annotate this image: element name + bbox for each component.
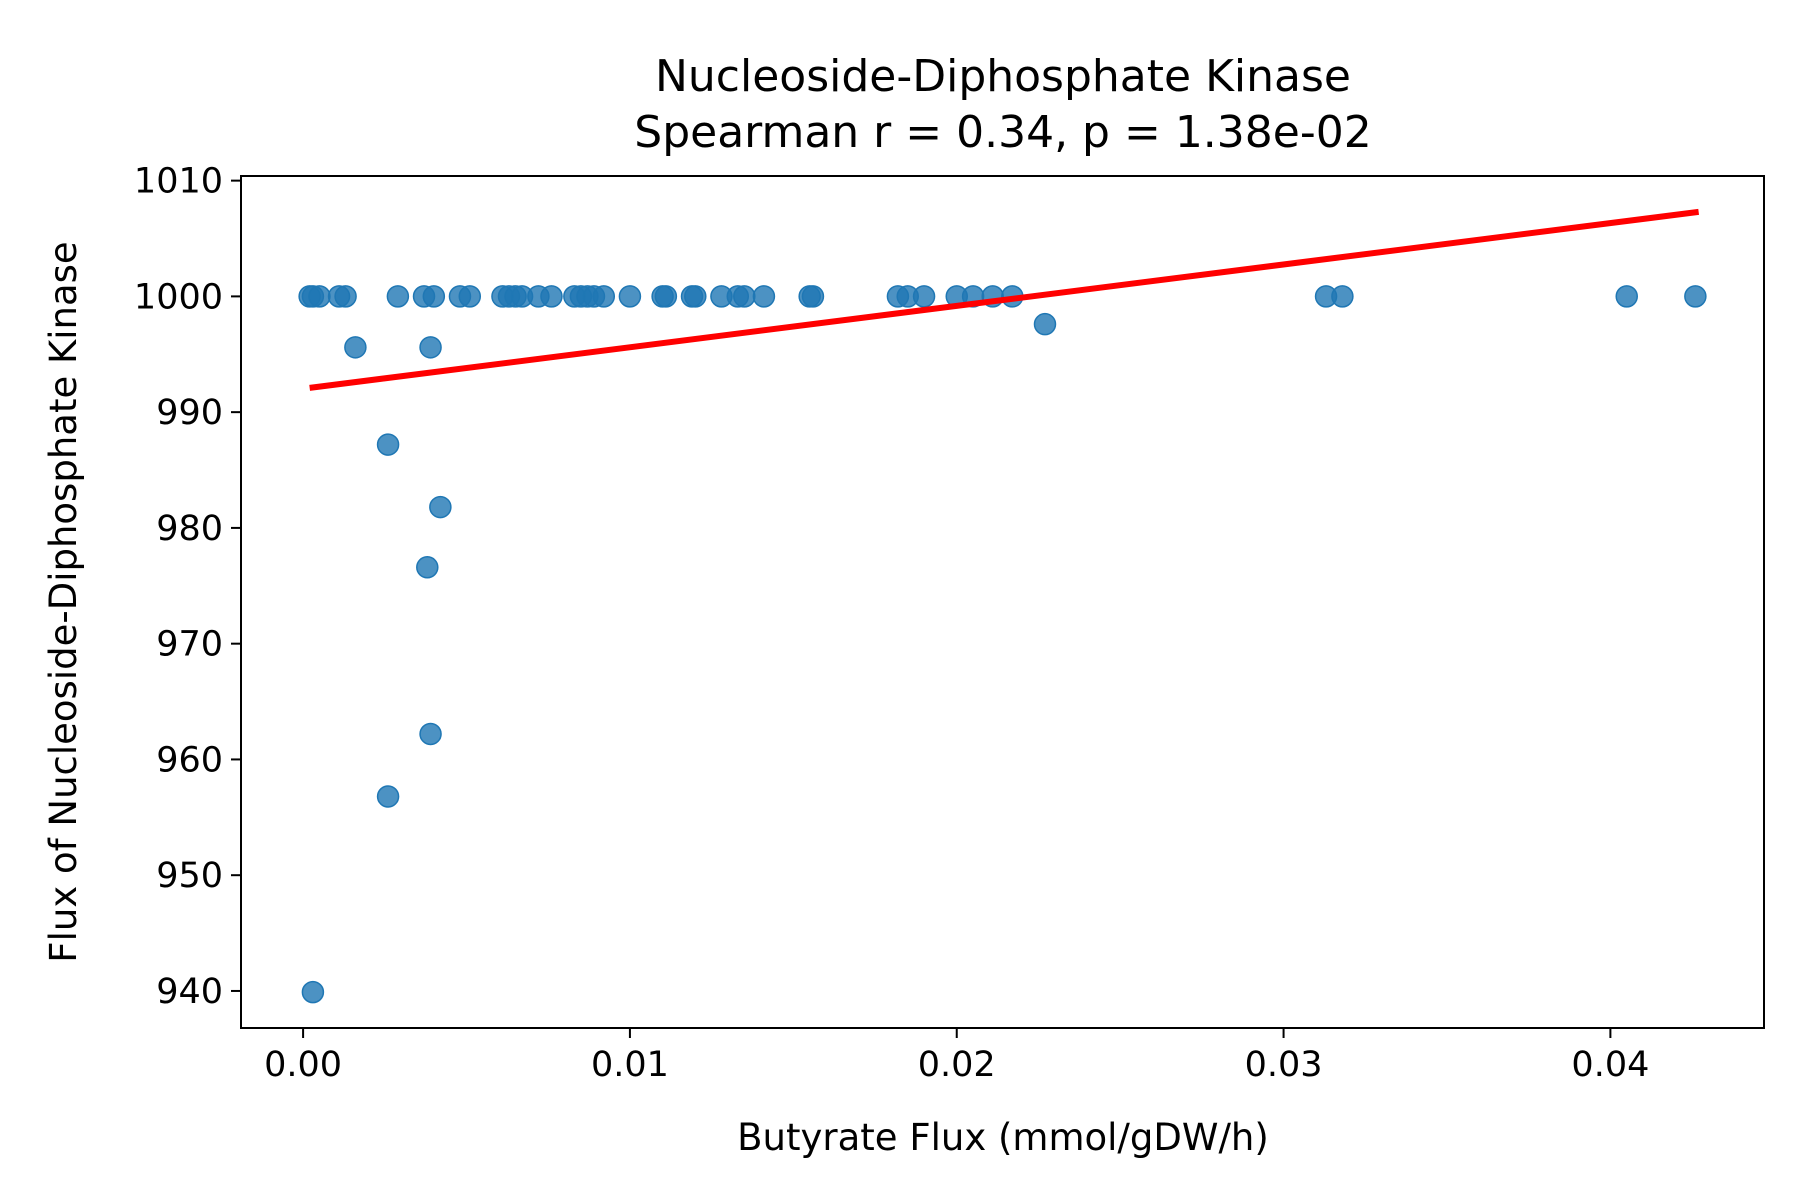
data-point xyxy=(912,285,936,308)
data-point xyxy=(733,285,756,308)
x-tick-label: 0.03 xyxy=(1245,1045,1323,1085)
data-point xyxy=(376,433,400,456)
data-point xyxy=(1684,285,1707,308)
x-tick-label: 0.00 xyxy=(264,1045,342,1085)
data-point xyxy=(618,285,642,308)
y-tick-label: 1010 xyxy=(134,162,223,202)
y-tick-label: 950 xyxy=(156,856,223,896)
data-point xyxy=(684,285,707,308)
trend-line-group xyxy=(309,208,1700,391)
x-axis-ticks: 0.00 0.01 0.02 0.03 0.04 xyxy=(264,1028,1649,1085)
data-points xyxy=(298,285,1707,1004)
data-point xyxy=(592,285,616,308)
y-tick-label: 990 xyxy=(156,393,223,433)
y-axis-ticks: 940 950 960 970 980 990 1000 1010 xyxy=(134,162,241,1012)
plot-frame xyxy=(240,175,1765,1029)
data-point xyxy=(308,285,331,308)
data-point xyxy=(386,285,410,308)
x-tick-label: 0.04 xyxy=(1571,1045,1649,1085)
data-point xyxy=(301,980,325,1004)
data-point xyxy=(540,285,563,308)
x-tick-label: 0.02 xyxy=(918,1045,996,1085)
x-axis-label: Butyrate Flux (mmol/gDW/h) xyxy=(737,1116,1269,1159)
data-point xyxy=(376,785,400,808)
data-point xyxy=(458,285,482,308)
data-point xyxy=(429,495,452,519)
x-tick-label: 0.01 xyxy=(591,1045,669,1085)
chart-title: Nucleoside-Diphosphate Kinase xyxy=(655,51,1351,102)
data-point xyxy=(419,722,442,746)
data-point xyxy=(1615,285,1638,308)
data-point xyxy=(344,336,367,359)
y-tick-label: 980 xyxy=(156,509,223,549)
y-axis-label: Flux of Nucleoside-Diphosphate Kinase xyxy=(42,241,85,962)
y-tick-label: 1000 xyxy=(134,277,223,317)
data-point xyxy=(422,285,446,308)
y-tick-label: 940 xyxy=(156,972,223,1012)
chart-subtitle: Spearman r = 0.34, p = 1.38e-02 xyxy=(634,107,1371,158)
data-point xyxy=(801,285,825,308)
data-point xyxy=(419,336,442,359)
data-point xyxy=(752,285,776,308)
y-tick-label: 960 xyxy=(156,740,223,780)
data-point xyxy=(416,556,439,579)
data-point xyxy=(1331,285,1354,308)
data-point xyxy=(334,285,357,308)
data-point xyxy=(1033,312,1057,336)
y-tick-label: 970 xyxy=(156,625,223,665)
data-point xyxy=(654,285,678,308)
trend-line xyxy=(309,208,1700,391)
